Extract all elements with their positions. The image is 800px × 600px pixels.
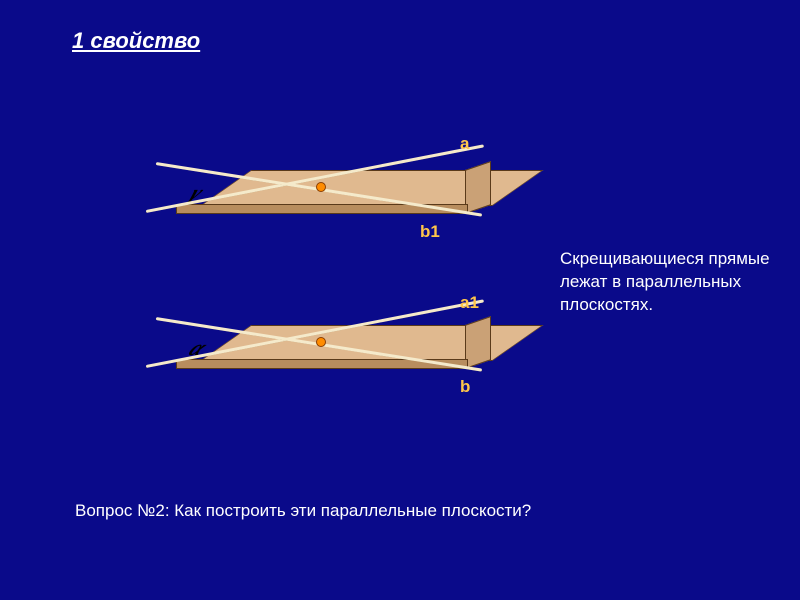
question-text: Вопрос №2: Как построить эти параллельны… (75, 500, 575, 523)
label-b1: b1 (420, 222, 440, 242)
plane-alpha-top (200, 325, 543, 361)
property-description: Скрещивающиеся прямые лежат в параллельн… (560, 248, 790, 317)
plane-alpha-side (465, 316, 491, 369)
slide-root: 1 свойство γ a b1 α a1 b Ск (0, 0, 800, 600)
intersection-point-alpha (316, 337, 326, 347)
plane-gamma-top (200, 170, 543, 206)
label-a: a (460, 134, 469, 154)
slide-heading: 1 свойство (72, 28, 200, 54)
intersection-point-gamma (316, 182, 326, 192)
label-a1: a1 (460, 293, 479, 313)
label-b: b (460, 377, 470, 397)
plane-gamma-side (465, 161, 491, 214)
